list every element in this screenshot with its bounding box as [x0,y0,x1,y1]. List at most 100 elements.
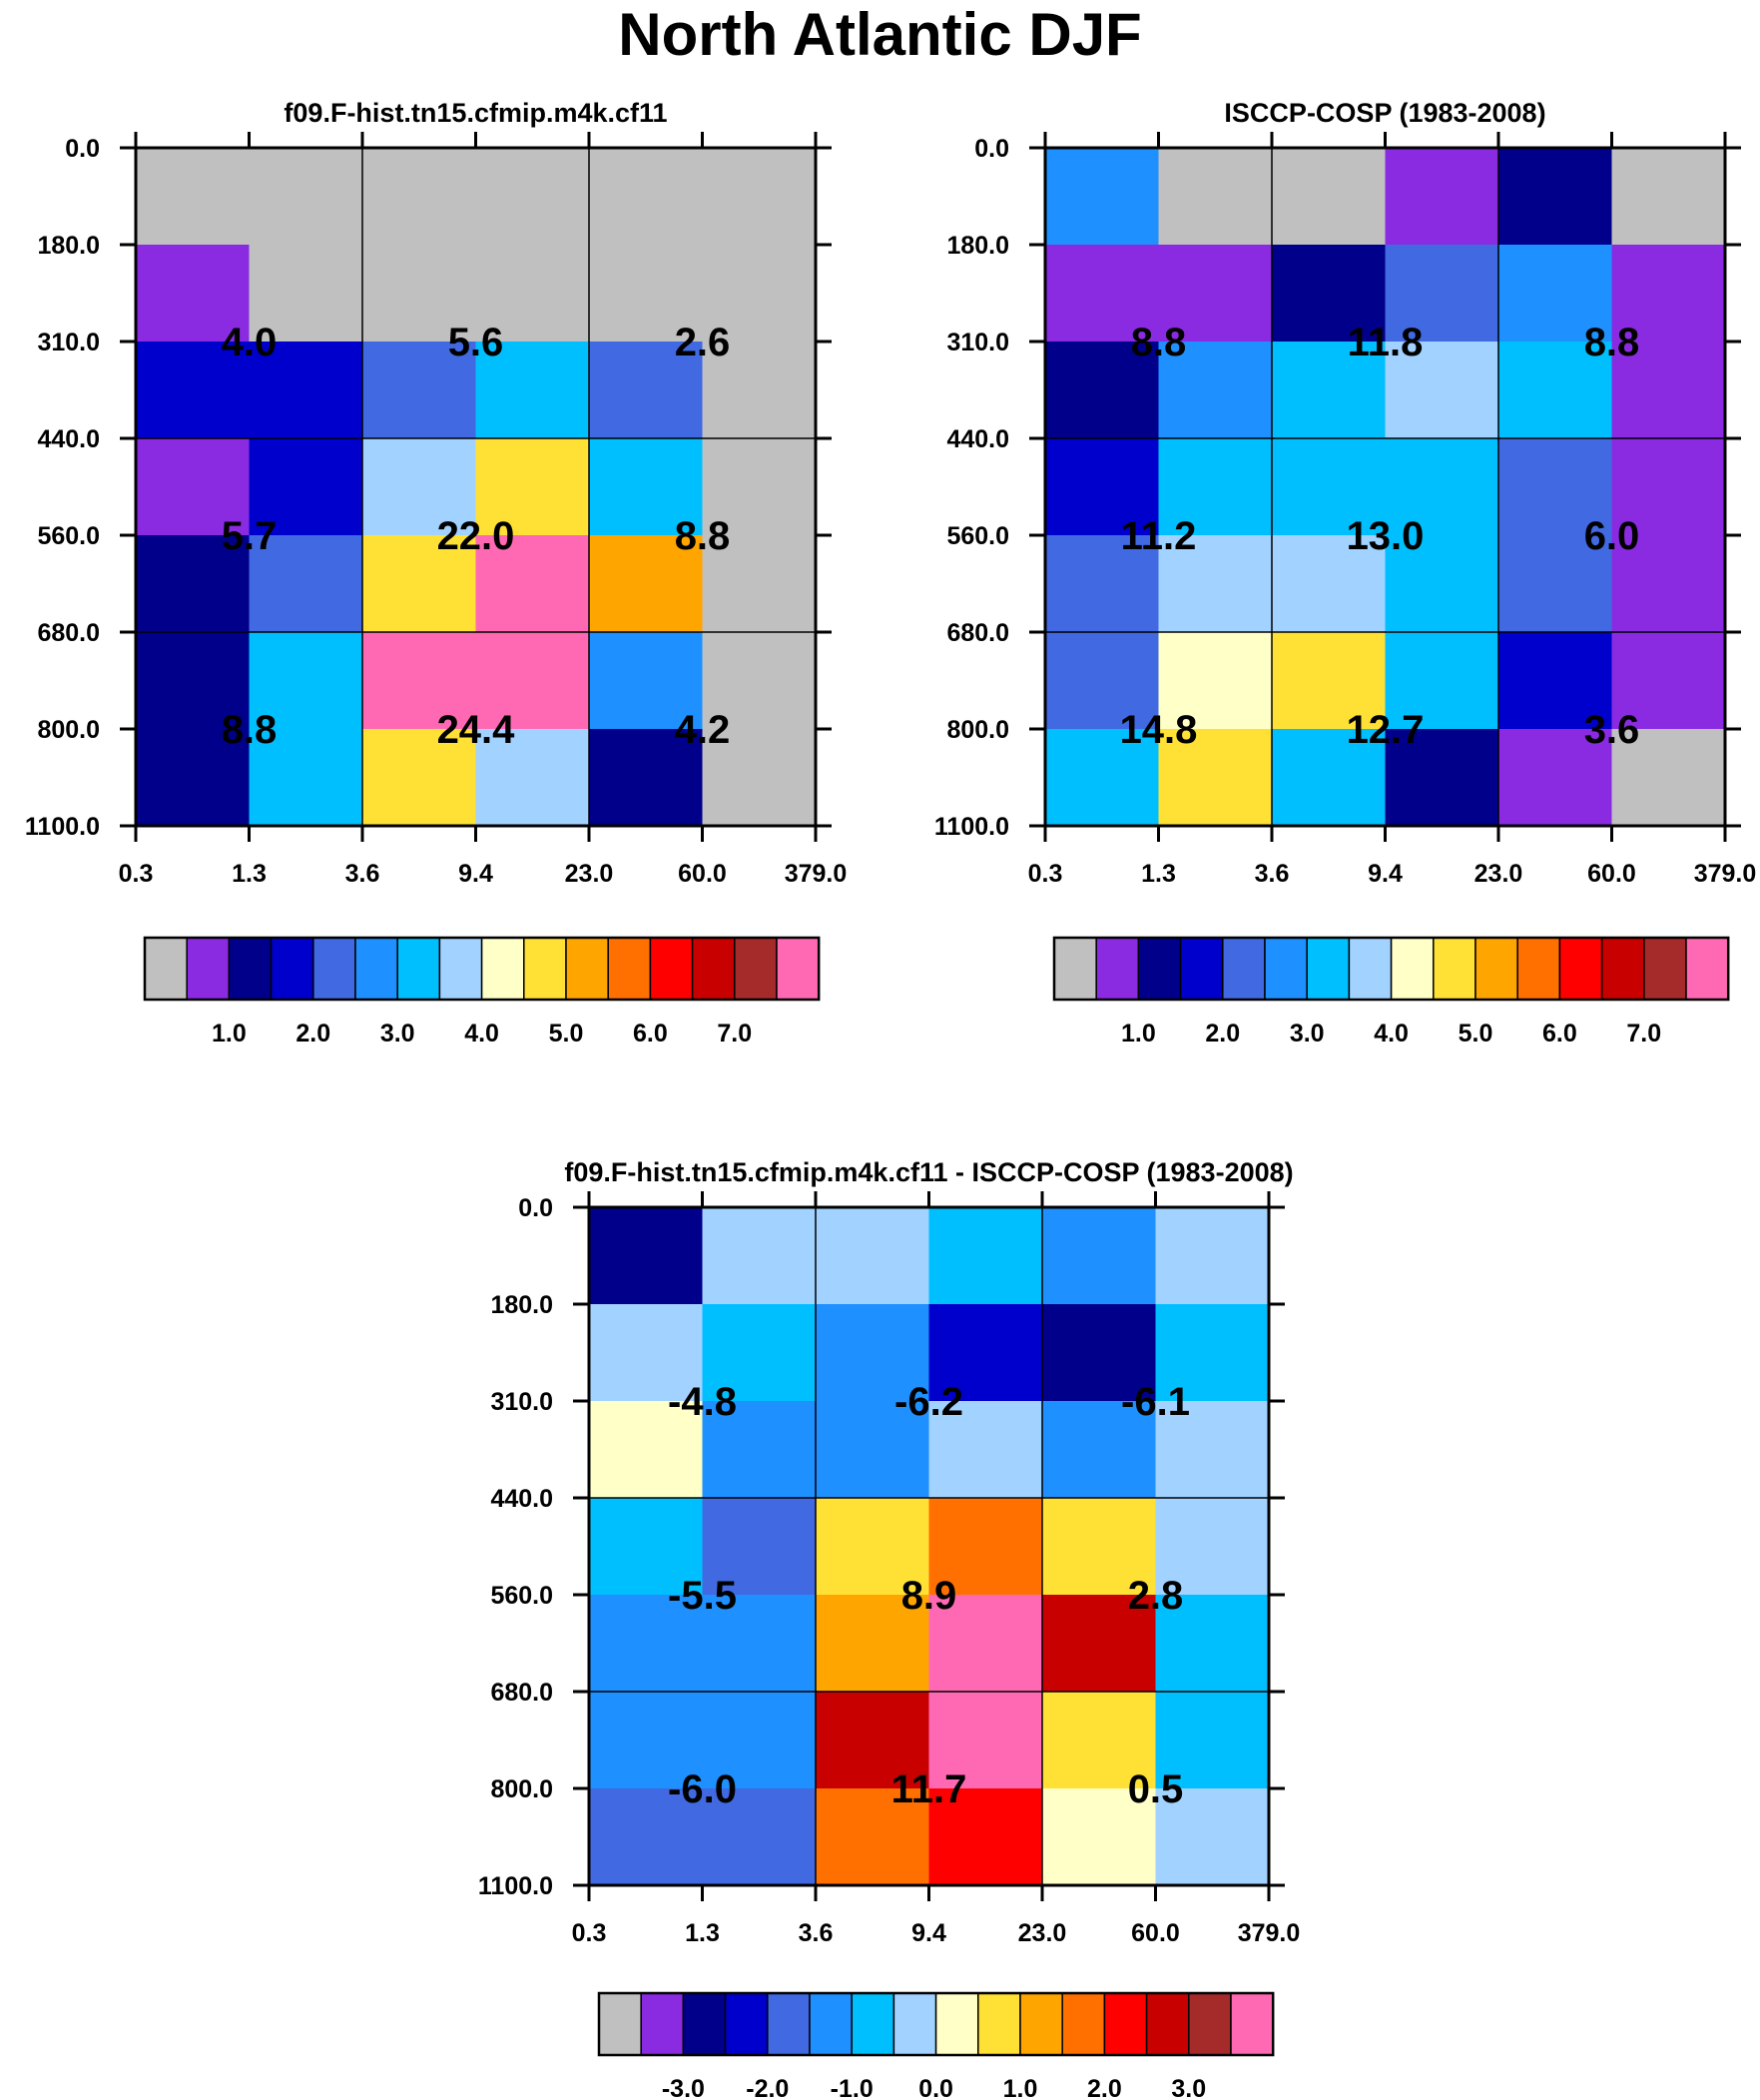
heatmap-cell [702,1401,817,1499]
heatmap-cell [249,729,363,827]
heatmap-cell [1042,1304,1157,1402]
colorbar-swatch [724,1992,769,2056]
heatmap-cell [362,632,477,730]
y-tick-label: 800.0 [490,1775,553,1803]
y-tick-label: 0.0 [65,135,100,163]
x-tick-label: 379.0 [1694,860,1757,888]
colorbar-swatch [682,1992,727,2056]
colorbar-label: 6.0 [633,1020,668,1048]
heatmap-cell [1498,438,1613,536]
colorbar-label: 3.0 [380,1020,415,1048]
x-tick-label: 23.0 [1474,860,1523,888]
heatmap-cell [1045,148,1160,246]
heatmap-cell [136,245,251,343]
colorbar-swatch [1474,937,1518,1001]
y-tick-label: 560.0 [490,1582,553,1610]
block-value-label: 11.7 [891,1767,967,1811]
colorbar-swatch [1222,937,1266,1001]
x-tick-label: 0.3 [1028,860,1063,888]
heatmap-cell [928,1401,1043,1499]
colorbar-swatch [1348,937,1393,1001]
heatmap-cell [1611,438,1726,536]
heatmap-cell [702,148,817,246]
heatmap-cell [702,1595,817,1693]
heatmap-cell [702,535,817,633]
heatmap-cell [1042,1498,1157,1596]
heatmap-cell [1155,1498,1270,1596]
y-tick-label: 180.0 [946,232,1009,260]
heatmap-cell [249,245,363,343]
colorbar-frame [1052,936,1730,1002]
heatmap-cell [1611,729,1726,827]
heatmap-cell [136,342,251,439]
block-value-label: 8.8 [222,708,278,752]
colorbar-swatch [1179,937,1224,1001]
heatmap-cell [816,1788,930,1886]
heatmap-cell [475,729,590,827]
colorbar-swatch [649,937,694,1001]
colorbar-label: -2.0 [746,2075,789,2100]
heatmap-cell [928,1595,1043,1693]
colorbar-swatch [1390,937,1435,1001]
x-tick-label: 3.6 [799,1919,834,1947]
colorbar-label: 1.0 [1003,2075,1038,2100]
y-tick-label: 800.0 [946,716,1009,744]
colorbar-swatch [892,1992,937,2056]
colorbar-swatch [1558,937,1603,1001]
heatmap-cell [1385,148,1499,246]
heatmap-cell [1155,1788,1270,1886]
colorbar-swatch [734,937,778,1001]
heatmap-cell [702,1692,817,1789]
heatmap-cell [589,1401,704,1499]
heatmap-cell [136,438,251,536]
y-tick-label: 310.0 [37,329,100,356]
panel-1: f09.F-hist.tn15.cfmip.m4k.cf11 4.0 5.6 2.6 5… [25,98,847,1048]
x-tick-label: 1.3 [685,1919,720,1947]
heatmap-cell [928,1788,1043,1886]
colorbar-swatch [1137,937,1182,1001]
y-tick-label: 0.0 [974,135,1009,163]
block-value-label: 8.8 [1584,321,1640,364]
heatmap-cell [816,1207,930,1305]
x-tick-label: 379.0 [1238,1919,1301,1947]
heatmap-cell [1042,1401,1157,1499]
colorbar-swatch [977,1992,1021,2056]
heatmap-cell [589,342,704,439]
heatmap-cell [589,1304,704,1402]
y-tick-label: 440.0 [490,1485,553,1513]
colorbar-frame [143,936,821,1002]
heatmap-cell [1385,245,1499,343]
heatmap-cell [702,729,817,827]
heatmap-cell [702,342,817,439]
heatmap-cell [362,148,477,246]
heatmap-cell [1272,342,1387,439]
block-value-label: 8.8 [675,514,731,558]
heatmap-cell [816,1304,930,1402]
heatmap-cell [589,535,704,633]
y-tick-label: 680.0 [490,1679,553,1707]
colorbar-label: 0.0 [918,2075,953,2100]
y-tick-label: 440.0 [946,425,1009,453]
panel-title: f09.F-hist.tn15.cfmip.m4k.cf11 - ISCCP-C… [564,1157,1293,1187]
heatmap-cell [249,632,363,730]
block-value-label: 4.0 [222,321,278,364]
heatmap-cell [1045,729,1160,827]
colorbar-frame [597,1991,1275,2057]
colorbar: -3.0 -2.0 -1.0 0.0 1.0 2.0 3.0 [597,1991,1275,2100]
colorbar-swatch [1306,937,1351,1001]
panel-title: ISCCP-COSP (1983-2008) [1224,98,1545,128]
colorbar-label: 4.0 [464,1020,499,1048]
colorbar-swatch [809,1992,853,2056]
block-value-label: 2.6 [675,321,731,364]
panel-3: f09.F-hist.tn15.cfmip.m4k.cf11 - ISCCP-C… [478,1157,1300,2100]
heatmap-cell [475,632,590,730]
heatmap-cell [1155,1692,1270,1789]
block-value-label: 24.4 [437,708,516,752]
colorbar-label: 5.0 [1459,1020,1493,1048]
heatmap-cell [136,729,251,827]
y-tick-label: 180.0 [37,232,100,260]
y-tick-label: 560.0 [946,522,1009,550]
heatmap-cell [249,148,363,246]
colorbar-swatch [1264,937,1308,1001]
